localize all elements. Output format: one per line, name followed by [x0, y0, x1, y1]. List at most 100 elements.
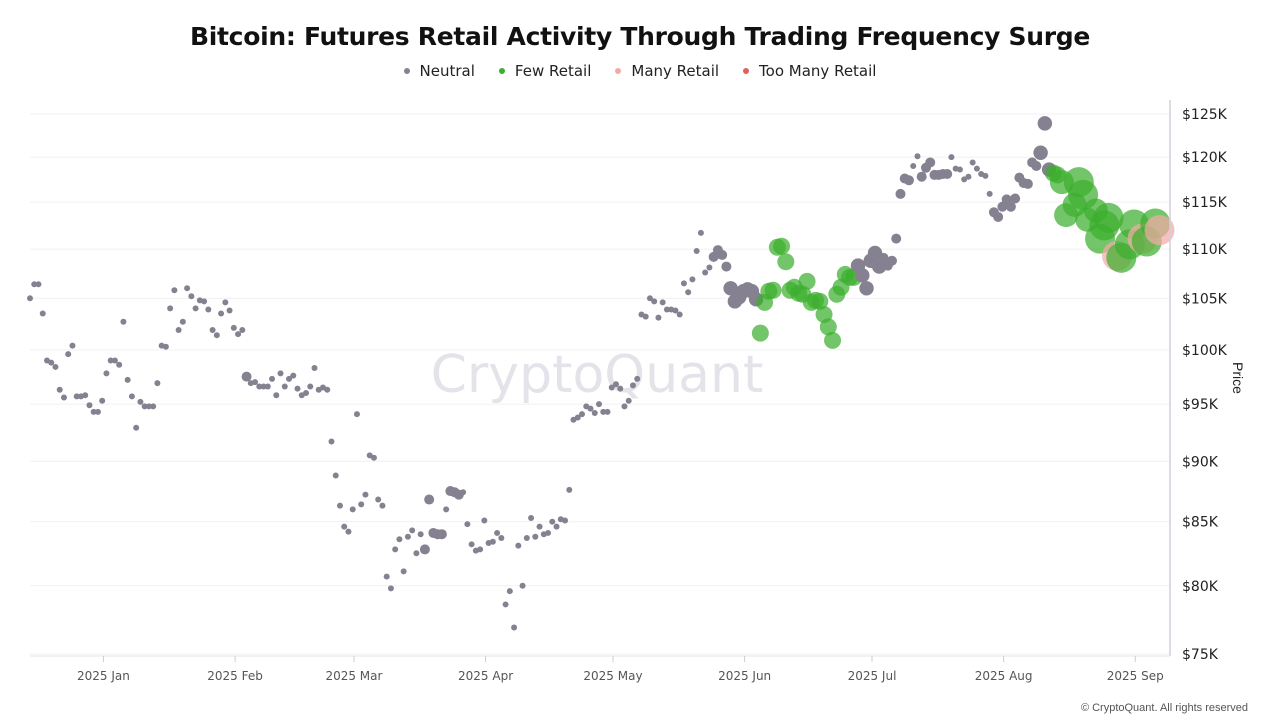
data-point-neutral[interactable] — [956, 166, 963, 173]
data-point-neutral[interactable] — [175, 326, 182, 333]
data-point-neutral[interactable] — [303, 390, 310, 397]
data-point-neutral[interactable] — [562, 517, 569, 524]
data-point-neutral[interactable] — [523, 534, 530, 541]
data-point-neutral[interactable] — [910, 162, 917, 169]
data-point-neutral[interactable] — [591, 410, 598, 417]
data-point-neutral[interactable] — [332, 472, 339, 479]
data-point-neutral[interactable] — [107, 357, 114, 364]
data-point-neutral[interactable] — [553, 523, 560, 530]
data-point-neutral[interactable] — [370, 454, 377, 461]
data-point-neutral[interactable] — [608, 384, 615, 391]
data-point-neutral[interactable] — [600, 408, 607, 415]
data-point-neutral[interactable] — [341, 523, 348, 530]
data-point-neutral[interactable] — [154, 380, 161, 387]
data-point-neutral[interactable] — [150, 403, 157, 410]
data-point-neutral[interactable] — [375, 496, 382, 503]
data-point-neutral[interactable] — [69, 342, 76, 349]
data-point-neutral[interactable] — [120, 318, 127, 325]
data-point-neutral[interactable] — [192, 305, 199, 312]
data-point-neutral[interactable] — [460, 489, 467, 496]
data-point-neutral[interactable] — [723, 281, 738, 296]
data-point-neutral[interactable] — [916, 171, 927, 182]
data-point-neutral[interactable] — [925, 157, 936, 168]
data-point-neutral[interactable] — [993, 211, 1004, 222]
data-point-neutral[interactable] — [1010, 193, 1021, 204]
data-point-neutral[interactable] — [468, 541, 475, 548]
data-point-neutral[interactable] — [986, 190, 993, 197]
data-point-neutral[interactable] — [260, 383, 267, 390]
data-point-neutral[interactable] — [179, 318, 186, 325]
data-point-neutral[interactable] — [859, 281, 874, 296]
data-point-neutral[interactable] — [997, 201, 1008, 212]
data-point-neutral[interactable] — [86, 402, 93, 409]
data-point-neutral[interactable] — [307, 383, 314, 390]
data-point-neutral[interactable] — [506, 588, 513, 595]
data-point-neutral[interactable] — [94, 408, 101, 415]
data-point-few-retail[interactable] — [819, 318, 837, 336]
data-point-neutral[interactable] — [672, 307, 679, 314]
data-point-neutral[interactable] — [579, 411, 586, 418]
data-point-neutral[interactable] — [1033, 145, 1048, 160]
data-point-neutral[interactable] — [596, 401, 602, 408]
data-point-neutral[interactable] — [634, 375, 641, 382]
data-point-neutral[interactable] — [1022, 178, 1033, 189]
data-point-neutral[interactable] — [1005, 201, 1016, 212]
data-point-few-retail[interactable] — [1093, 202, 1124, 233]
data-point-neutral[interactable] — [629, 382, 636, 389]
data-point-neutral[interactable] — [1031, 160, 1042, 171]
data-point-neutral[interactable] — [489, 538, 496, 545]
data-point-neutral[interactable] — [133, 424, 140, 431]
data-point-neutral[interactable] — [290, 372, 297, 379]
data-point-neutral[interactable] — [717, 249, 728, 260]
data-point-neutral[interactable] — [855, 268, 870, 283]
data-point-neutral[interactable] — [965, 173, 972, 180]
data-point-neutral[interactable] — [886, 255, 897, 266]
data-point-neutral[interactable] — [663, 306, 670, 313]
data-point-neutral[interactable] — [400, 568, 407, 575]
data-point-neutral[interactable] — [464, 521, 471, 528]
legend-item-few-retail[interactable]: Few Retail — [498, 62, 591, 80]
data-point-neutral[interactable] — [942, 169, 953, 180]
data-point-neutral[interactable] — [128, 393, 135, 400]
data-point-neutral[interactable] — [230, 324, 237, 331]
data-point-neutral[interactable] — [659, 299, 666, 306]
data-point-neutral[interactable] — [328, 438, 335, 445]
data-point-neutral[interactable] — [137, 398, 144, 405]
data-point-neutral[interactable] — [239, 326, 246, 333]
data-point-neutral[interactable] — [721, 261, 732, 272]
data-point-neutral[interactable] — [903, 175, 914, 186]
data-point-neutral[interactable] — [324, 386, 331, 393]
data-point-neutral[interactable] — [697, 229, 704, 236]
data-point-neutral[interactable] — [424, 494, 435, 505]
data-point-neutral[interactable] — [973, 165, 980, 172]
data-point-neutral[interactable] — [419, 544, 430, 555]
data-point-neutral[interactable] — [145, 403, 152, 410]
data-point-neutral[interactable] — [345, 528, 352, 535]
data-point-neutral[interactable] — [477, 546, 484, 553]
data-point-neutral[interactable] — [625, 397, 632, 404]
data-point-neutral[interactable] — [82, 392, 89, 399]
data-point-neutral[interactable] — [574, 414, 581, 421]
data-point-neutral[interactable] — [642, 313, 649, 320]
data-point-neutral[interactable] — [511, 624, 518, 631]
data-point-neutral[interactable] — [1037, 116, 1053, 131]
data-point-neutral[interactable] — [549, 518, 556, 525]
data-point-neutral[interactable] — [502, 601, 509, 608]
data-point-neutral[interactable] — [201, 298, 208, 305]
data-point-neutral[interactable] — [171, 287, 178, 294]
data-point-neutral[interactable] — [311, 365, 318, 372]
data-point-neutral[interactable] — [651, 298, 658, 305]
legend-item-neutral[interactable]: Neutral — [403, 62, 475, 80]
data-point-neutral[interactable] — [205, 306, 212, 313]
data-point-neutral[interactable] — [73, 393, 80, 400]
data-point-neutral[interactable] — [693, 248, 700, 255]
data-point-neutral[interactable] — [867, 245, 883, 261]
data-point-neutral[interactable] — [52, 363, 59, 370]
data-point-few-retail[interactable] — [777, 253, 795, 271]
data-point-neutral[interactable] — [184, 285, 191, 292]
data-point-neutral[interactable] — [646, 295, 653, 302]
data-point-neutral[interactable] — [481, 517, 488, 524]
data-point-neutral[interactable] — [235, 331, 242, 338]
data-point-neutral[interactable] — [1001, 194, 1012, 205]
data-point-neutral[interactable] — [566, 486, 573, 493]
